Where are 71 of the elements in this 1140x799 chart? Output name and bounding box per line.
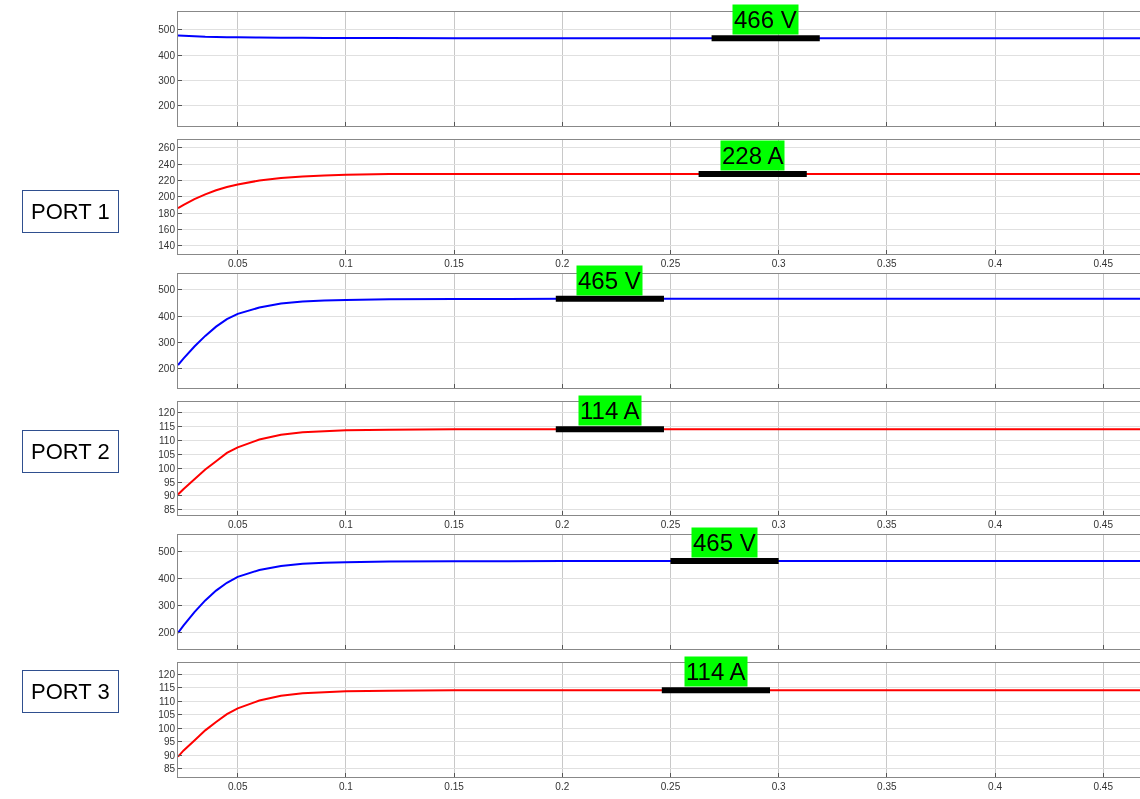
y-tick-label: 95	[163, 476, 176, 488]
x-tick-label: 0.1	[338, 257, 354, 269]
x-tick-label: 0.1	[338, 781, 354, 792]
y-tick-label: 120	[158, 407, 176, 419]
annotation: 465 V	[578, 267, 641, 294]
y-tick-label: 400	[158, 49, 176, 61]
y-tick-label: 180	[158, 207, 176, 219]
y-tick-label: 85	[163, 763, 176, 775]
y-tick-label: 105	[158, 709, 176, 721]
annotation: 228 A	[722, 142, 784, 169]
x-tick-label: 0.45	[1093, 519, 1114, 531]
x-tick-label: 0.2	[555, 519, 570, 531]
y-tick-label: 100	[158, 462, 176, 474]
y-tick-label: 90	[163, 490, 176, 502]
y-tick-label: 220	[158, 174, 176, 186]
x-tick-label: 0.15	[444, 781, 465, 792]
y-tick-label: 200	[158, 363, 176, 375]
y-tick-label: 200	[158, 100, 176, 112]
y-tick-label: 105	[158, 448, 176, 460]
x-tick-label: 0.2	[555, 781, 570, 792]
x-tick-label: 0.4	[988, 257, 1003, 269]
text: PORT 3	[31, 679, 110, 704]
x-tick-label: 0.35	[877, 781, 898, 792]
y-tick-label: 200	[158, 627, 176, 639]
y-tick-label: 500	[158, 546, 176, 558]
x-tick-label: 0.25	[660, 781, 681, 792]
y-tick-label: 300	[158, 600, 176, 612]
y-tick-label: 90	[163, 749, 176, 761]
x-tick-label: 0.15	[444, 257, 465, 269]
x-tick-label: 0.35	[877, 519, 898, 531]
y-tick-label: 115	[159, 682, 176, 694]
y-tick-label: 200	[158, 191, 176, 203]
y-tick-label: 500	[158, 284, 176, 296]
text: PORT 1	[31, 199, 110, 224]
y-tick-label: 110	[159, 695, 176, 707]
y-tick-label: 300	[158, 74, 176, 86]
y-tick-label: 400	[158, 573, 176, 585]
x-tick-label: 0.3	[771, 781, 787, 792]
y-tick-label: 95	[163, 736, 176, 748]
x-tick-label: 0.05	[227, 257, 248, 269]
x-tick-label: 0.25	[660, 519, 681, 531]
y-tick-label: 260	[158, 142, 176, 154]
x-tick-label: 0.1	[338, 519, 354, 531]
x-tick-label: 0.05	[227, 519, 248, 531]
y-tick-label: 115	[159, 420, 176, 432]
y-tick-label: 240	[158, 158, 176, 170]
text: PORT 2	[31, 439, 110, 464]
x-tick-label: 0.45	[1093, 257, 1114, 269]
annotation: 114 A	[580, 397, 640, 424]
y-tick-label: 140	[158, 240, 176, 252]
x-tick-label: 0.25	[660, 257, 681, 269]
x-tick-label: 0.4	[988, 781, 1003, 792]
x-tick-label: 0.3	[771, 519, 787, 531]
annotation: 465 V	[693, 529, 756, 556]
y-tick-label: 120	[158, 668, 176, 680]
annotation: 466 V	[734, 6, 797, 33]
x-tick-label: 0.4	[988, 519, 1003, 531]
y-tick-label: 100	[158, 722, 176, 734]
y-tick-label: 500	[158, 24, 176, 36]
y-tick-label: 300	[158, 337, 176, 348]
x-tick-label: 0.35	[877, 257, 898, 269]
annotation: 114 A	[686, 658, 746, 685]
x-tick-label: 0.05	[227, 781, 248, 792]
x-tick-label: 0.15	[444, 519, 465, 531]
y-tick-label: 160	[158, 223, 176, 235]
x-tick-label: 0.45	[1093, 781, 1114, 792]
y-tick-label: 85	[163, 504, 176, 516]
y-tick-label: 400	[158, 310, 176, 322]
y-tick-label: 110	[159, 434, 176, 446]
x-tick-label: 0.3	[771, 257, 787, 269]
x-tick-label: 0.2	[555, 257, 570, 269]
